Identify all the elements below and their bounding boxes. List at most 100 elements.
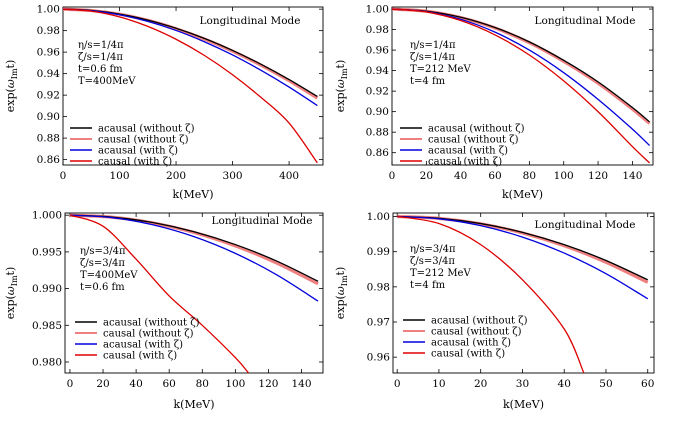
plot-frame	[392, 212, 655, 374]
series-line-3	[397, 215, 649, 300]
x-tick-label: 80	[523, 170, 536, 182]
y-tick-label: 1.00	[366, 4, 389, 16]
x-tick-label: 10	[432, 378, 445, 390]
y-tick-label: 0.98	[37, 25, 60, 37]
x-tick-label: 140	[622, 170, 642, 182]
y-tick-label: 0.97	[367, 317, 390, 329]
y-tick-label: 0.99	[367, 246, 390, 258]
x-tick-label: 0	[389, 170, 396, 182]
y-tick-label: 0.980	[32, 356, 62, 368]
plot-frame	[391, 6, 654, 166]
y-axis-label: exp(ωImt)	[4, 60, 19, 113]
y-tick-label: 0.94	[366, 65, 390, 77]
parameter-annotation: η/s=3/4π	[410, 244, 456, 255]
legend-label: acausal (with ζ)	[428, 146, 508, 157]
x-tick-label: 60	[163, 378, 176, 390]
x-tick-label: 60	[641, 378, 654, 390]
legend-label: acausal (with ζ)	[431, 338, 511, 349]
y-tick-label: 0.90	[366, 106, 389, 118]
y-tick-label: 0.86	[366, 147, 390, 159]
legend-label: acausal (without ζ)	[428, 124, 525, 135]
legend-label: acausal (without ζ)	[98, 124, 195, 135]
y-axis-label: exp(ωImt)	[334, 60, 349, 113]
y-tick-label: 0.94	[37, 68, 61, 80]
x-tick-label: 0	[67, 378, 74, 390]
y-tick-label: 0.86	[37, 154, 61, 166]
y-axis-label: exp(ωImt)	[4, 267, 19, 320]
y-tick-label: 0.990	[32, 283, 62, 295]
x-tick-label: 100	[225, 378, 245, 390]
x-tick-label: 20	[96, 378, 109, 390]
panel-title: Longitudinal Mode	[212, 215, 313, 227]
chart-panel-2: 0 20 40 60 80 100 120 140 0.86 0.88 0.90 0.92 0.94 0.…	[334, 4, 654, 201]
legend-label: acausal (without ζ)	[103, 318, 200, 329]
series-line-4	[397, 215, 585, 373]
legend-label: acausal (with ζ)	[98, 146, 178, 157]
x-tick-label: 120	[258, 378, 278, 390]
chart-panel-4: 0 10 20 30 40 50 60 0.96 0.97 0.98 0.99 1.00 k(MeV) e…	[334, 211, 655, 411]
x-axis-label: k(MeV)	[502, 188, 543, 201]
x-tick-label: 400	[279, 170, 299, 182]
x-tick-label: 40	[454, 170, 467, 182]
y-tick-label: 0.985	[32, 320, 62, 332]
parameter-annotation: η/s=1/4π	[410, 40, 456, 51]
x-tick-label: 50	[599, 378, 612, 390]
parameter-annotation: t=0.6 fm	[80, 282, 125, 293]
series-line-4	[392, 8, 651, 164]
y-tick-label: 0.96	[366, 45, 390, 57]
series-line-4	[63, 8, 318, 164]
x-tick-label: 80	[196, 378, 209, 390]
y-tick-label: 1.00	[367, 211, 390, 223]
parameter-annotation: T=400MeV	[80, 270, 138, 281]
panel-title: Longitudinal Mode	[200, 15, 301, 27]
parameter-annotation: ζ/s=1/4π	[410, 52, 455, 63]
plot-frame	[64, 212, 324, 374]
parameter-annotation: ζ/s=3/4π	[80, 258, 125, 269]
chart-panel-1: 0 100 200 300 400 0.86 0.88 0.90 0.92 0.94 0.96 0.9…	[4, 4, 324, 201]
legend-label: causal (without ζ)	[428, 135, 519, 146]
x-tick-label: 30	[516, 378, 529, 390]
x-tick-label: 120	[588, 170, 608, 182]
series-line-3	[69, 214, 319, 302]
legend-label: causal (with ζ)	[98, 157, 172, 168]
x-tick-label: 20	[420, 170, 433, 182]
x-tick-label: 100	[554, 170, 574, 182]
y-tick-label: 1.000	[32, 210, 62, 222]
plot-frame	[62, 6, 324, 166]
series-line-3	[63, 8, 318, 107]
parameter-annotation: ζ/s=1/4π	[78, 52, 123, 63]
parameter-annotation: T=400MeV	[78, 76, 136, 87]
x-tick-label: 0	[60, 170, 67, 182]
chart-panel-3: 0 20 40 60 80 100 120 140 0.980 0.985 0.990 0.995 1.…	[4, 210, 324, 411]
y-axis-label: exp(ωImt)	[334, 267, 349, 320]
legend-label: causal (with ζ)	[103, 351, 177, 362]
x-axis-label: k(MeV)	[173, 188, 214, 201]
series-line-1	[392, 8, 650, 123]
y-tick-label: 0.96	[367, 352, 391, 364]
legend-label: causal (with ζ)	[431, 349, 505, 360]
y-tick-label: 0.995	[32, 246, 62, 258]
y-tick-label: 0.98	[366, 24, 389, 36]
x-tick-label: 40	[129, 378, 142, 390]
parameter-annotation: T=212 MeV	[410, 64, 471, 75]
y-tick-label: 0.88	[366, 127, 389, 139]
y-tick-label: 0.92	[37, 90, 60, 102]
x-tick-label: 140	[291, 378, 311, 390]
panel-title: Longitudinal Mode	[535, 15, 636, 27]
parameter-annotation: ζ/s=3/4π	[410, 256, 455, 267]
parameter-annotation: η/s=1/4π	[78, 40, 124, 51]
panel-title: Longitudinal Mode	[535, 219, 636, 231]
y-tick-label: 0.92	[366, 86, 389, 98]
legend-label: causal (without ζ)	[103, 329, 194, 340]
x-tick-label: 40	[558, 378, 571, 390]
legend-label: causal (without ζ)	[98, 135, 189, 146]
x-tick-label: 60	[488, 170, 501, 182]
x-axis-label: k(MeV)	[174, 398, 215, 411]
parameter-annotation: t=4 fm	[410, 76, 446, 87]
x-tick-label: 100	[109, 170, 129, 182]
x-tick-label: 20	[474, 378, 487, 390]
parameter-annotation: T=212 MeV	[410, 268, 471, 279]
x-tick-label: 0	[394, 378, 401, 390]
y-tick-label: 0.88	[37, 133, 60, 145]
